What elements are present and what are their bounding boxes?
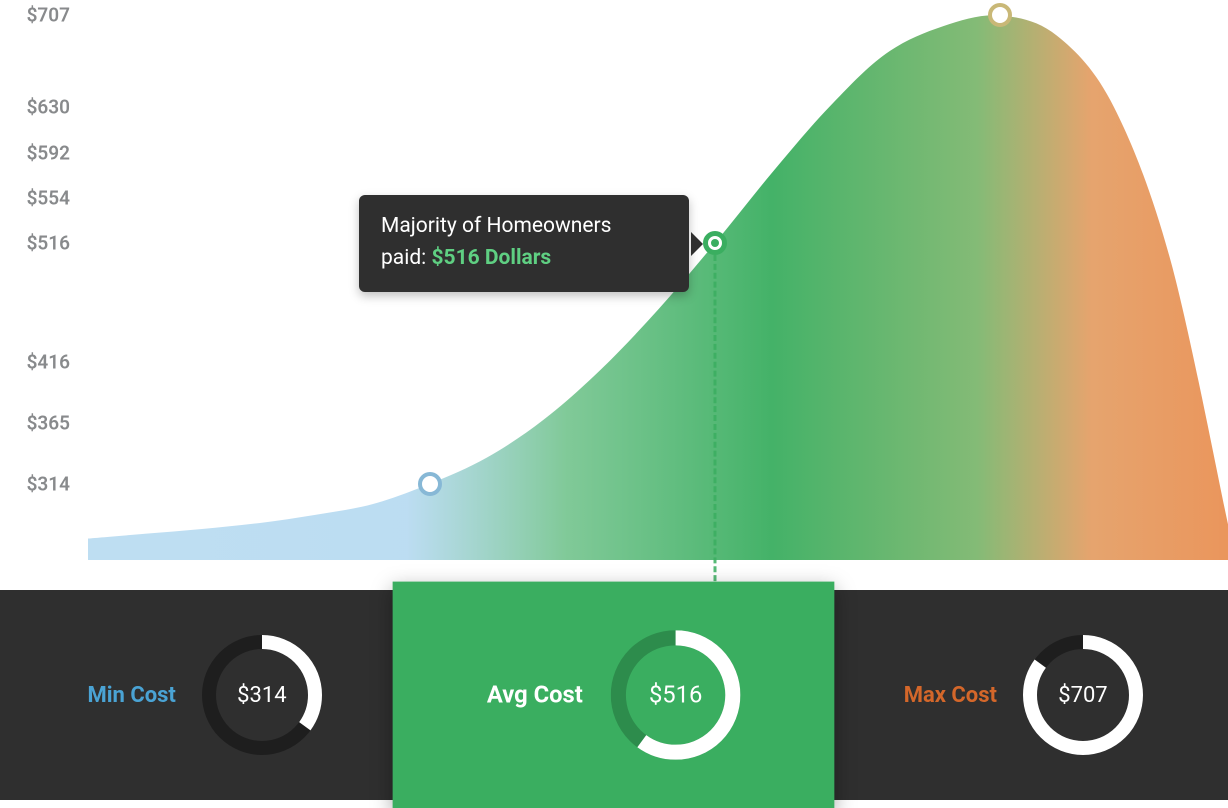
- y-tick-label: $365: [0, 411, 70, 434]
- donut-max: $707: [1023, 635, 1143, 755]
- y-tick-label: $707: [0, 4, 70, 27]
- donut-value-avg: $516: [611, 630, 741, 760]
- donut-min: $314: [202, 635, 322, 755]
- avg-leader-line: [714, 255, 717, 590]
- summary-card-min: Min Cost $314: [0, 590, 409, 800]
- y-tick-label: $416: [0, 351, 70, 374]
- marker-min: [418, 472, 442, 496]
- tooltip-highlight: $516 Dollars: [431, 246, 551, 270]
- avg-tooltip: Majority of Homeowners paid: $516 Dollar…: [359, 195, 689, 292]
- card-label-avg: Avg Cost: [487, 682, 583, 709]
- y-tick-label: $630: [0, 96, 70, 119]
- cost-summary-footer: Min Cost $314 Avg Cost $516 Max Cost $707: [0, 590, 1228, 800]
- chart-area: $314 $365 $416 $516 $554 $592 $630 $707 Majorit…: [0, 0, 1228, 590]
- y-tick-label: $592: [0, 141, 70, 164]
- donut-avg: $516: [611, 630, 741, 760]
- donut-value-min: $314: [202, 635, 322, 755]
- tooltip-prefix: paid:: [381, 246, 431, 270]
- y-tick-label: $314: [0, 472, 70, 495]
- y-tick-label: $554: [0, 186, 70, 209]
- card-label-max: Max Cost: [904, 683, 997, 708]
- tooltip-line-1: Majority of Homeowners: [381, 211, 667, 243]
- marker-peak: [988, 3, 1012, 27]
- marker-avg: [703, 231, 727, 255]
- tooltip-line-2: paid: $516 Dollars: [381, 243, 667, 275]
- y-tick-label: $516: [0, 232, 70, 255]
- card-label-min: Min Cost: [87, 683, 175, 708]
- donut-value-max: $707: [1023, 635, 1143, 755]
- cost-chart-widget: $314 $365 $416 $516 $554 $592 $630 $707 Majorit…: [0, 0, 1228, 800]
- summary-card-avg: Avg Cost $516: [393, 582, 835, 808]
- summary-card-max: Max Cost $707: [819, 590, 1228, 800]
- plot-region: Majority of Homeowners paid: $516 Dollar…: [88, 0, 1228, 560]
